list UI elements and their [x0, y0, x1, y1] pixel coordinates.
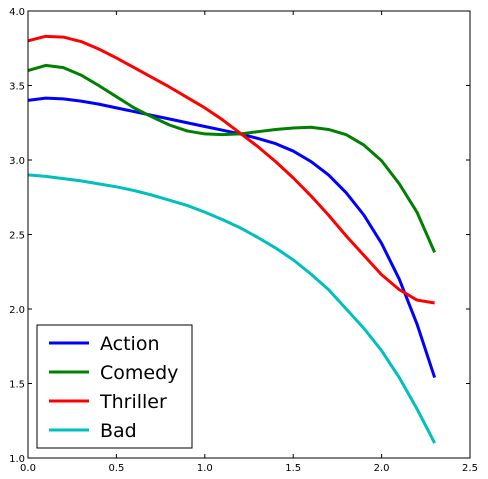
- x-tick-label: 1.5: [285, 463, 301, 474]
- legend-item-bad: Bad: [49, 420, 137, 442]
- legend-box: [36, 324, 193, 449]
- legend-item-action: Action: [49, 333, 160, 355]
- series-line-action: [27, 96, 437, 379]
- legend-label: Comedy: [100, 362, 178, 384]
- y-tick-label: 4.0: [9, 7, 25, 18]
- legend-item-comedy: Comedy: [49, 362, 178, 384]
- y-tick-label: 3.5: [9, 82, 25, 93]
- legend-label: Thriller: [99, 391, 167, 413]
- legend-label: Bad: [100, 420, 137, 442]
- x-tick-label: 2.5: [462, 463, 478, 474]
- y-tick-label: 1.0: [9, 454, 25, 465]
- legend-item-thriller: Thriller: [49, 391, 167, 413]
- axis-tick-labels: 0.0 0.5 1.0 1.5 2.0 2.5 1.0 1.5 2.0 2.5 3.0 3.5 4.0: [9, 7, 478, 474]
- y-tick-label: 3.0: [9, 156, 25, 167]
- x-tick-label: 2.0: [374, 463, 390, 474]
- series-line-comedy: [27, 63, 437, 253]
- axis-ticks: [27, 10, 471, 459]
- y-tick-label: 2.0: [9, 305, 25, 316]
- series-line-thriller: [27, 34, 435, 305]
- x-tick-label: 0.0: [20, 463, 36, 474]
- x-tick-label: 1.0: [197, 463, 213, 474]
- y-tick-label: 2.5: [9, 231, 25, 242]
- legend-label: Action: [100, 333, 160, 355]
- x-tick-label: 0.5: [108, 463, 124, 474]
- series-line-bad: [27, 173, 436, 444]
- y-tick-label: 1.5: [9, 380, 25, 391]
- series-lines: [27, 34, 437, 444]
- legend: Action Comedy Thriller Bad: [36, 324, 193, 449]
